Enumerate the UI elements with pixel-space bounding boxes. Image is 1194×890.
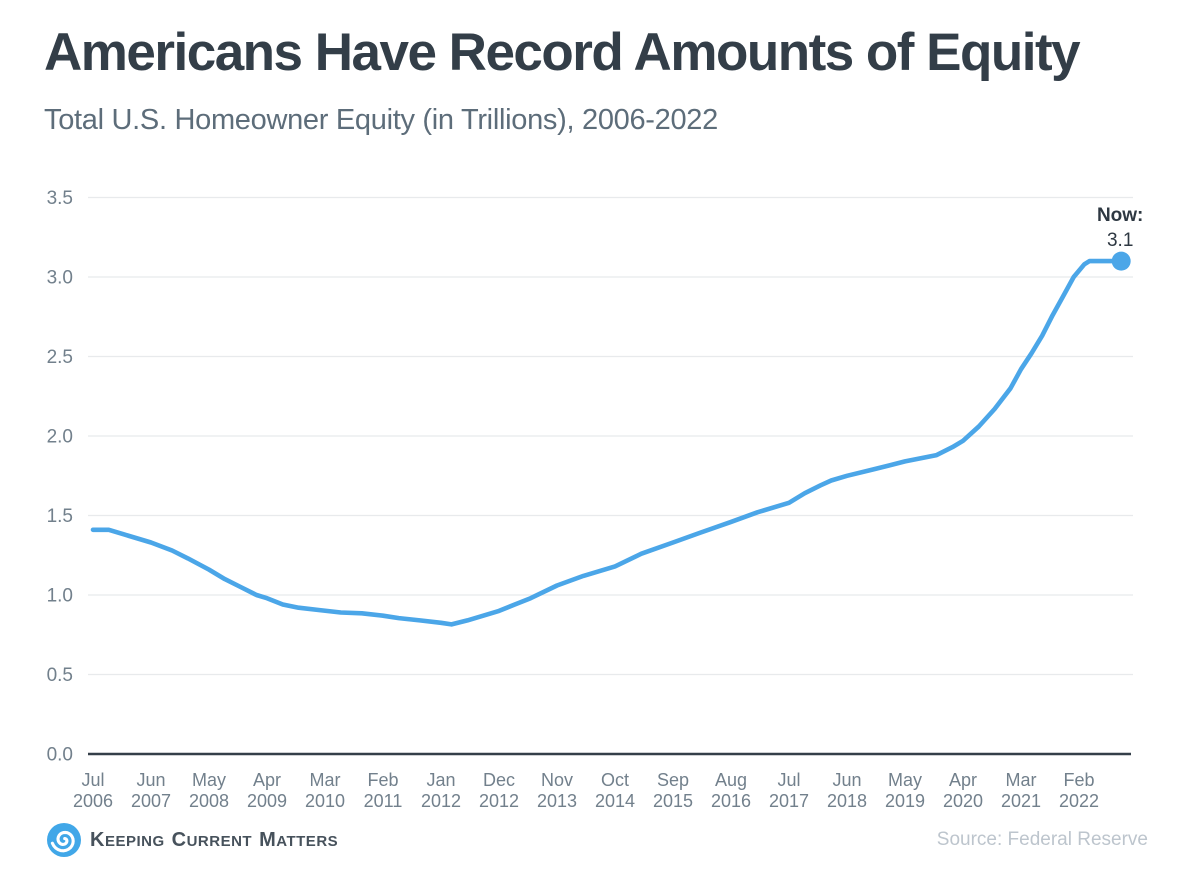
x-tick-year: 2011 — [364, 791, 403, 811]
brand-word: MATTERS — [259, 828, 339, 851]
y-axis-label: 3.0 — [47, 268, 73, 289]
swirl-path — [50, 830, 75, 853]
now-marker-dot — [1111, 251, 1131, 271]
x-tick-month: Feb — [1063, 770, 1094, 790]
x-tick-year: 2006 — [73, 791, 113, 811]
x-tick-month: Apr — [253, 770, 281, 790]
x-tick-month: May — [192, 770, 226, 790]
x-tick-month: Mar — [1006, 770, 1037, 790]
x-tick-month: Jul — [81, 770, 104, 790]
x-tick-year: 2009 — [247, 791, 287, 811]
x-tick-year: 2016 — [711, 791, 751, 811]
y-axis-label: 1.5 — [47, 506, 73, 527]
x-tick-month: Jan — [426, 770, 455, 790]
x-tick-year: 2020 — [943, 791, 983, 811]
x-tick-year: 2007 — [131, 791, 171, 811]
x-tick-year: 2014 — [595, 791, 635, 811]
now-annotation-label: Now: — [1097, 205, 1143, 226]
y-axis-label: 2.5 — [47, 347, 73, 368]
x-tick-month: Oct — [601, 770, 629, 790]
x-tick-year: 2022 — [1059, 791, 1099, 811]
x-tick-month: Aug — [715, 770, 747, 790]
x-tick-year: 2019 — [885, 791, 925, 811]
x-tick-month: Apr — [949, 770, 977, 790]
x-tick-month: Jul — [777, 770, 800, 790]
x-tick-year: 2015 — [653, 791, 693, 811]
x-tick-year: 2010 — [305, 791, 345, 811]
brand-wordmark: KEEPING CURRENT MATTERS — [90, 820, 345, 860]
y-axis-label: 2.0 — [47, 427, 73, 448]
x-tick-year: 2013 — [537, 791, 577, 811]
x-tick-year: 2012 — [479, 791, 519, 811]
x-tick-month: Jun — [832, 770, 861, 790]
x-tick-month: Feb — [367, 770, 398, 790]
now-annotation-value: 3.1 — [1107, 230, 1133, 251]
y-axis-label: 3.5 — [47, 188, 73, 209]
brand-word: CURRENT — [171, 828, 253, 851]
y-axis-label: 0.5 — [47, 665, 73, 686]
page-title: Americans Have Record Amounts of Equity — [44, 23, 1081, 82]
y-axis-label: 1.0 — [47, 586, 73, 607]
x-tick-month: Nov — [541, 770, 573, 790]
chart-footer: KEEPING CURRENT MATTERS Source: Federal Re… — [0, 820, 1194, 860]
page-subtitle: Total U.S. Homeowner Equity (in Trillion… — [44, 104, 718, 136]
x-tick-year: 2017 — [769, 791, 809, 811]
x-tick-year: 2008 — [189, 791, 229, 811]
x-tick-month: Jun — [136, 770, 165, 790]
x-tick-month: Sep — [657, 770, 689, 790]
y-axis-label: 0.0 — [47, 745, 73, 766]
x-tick-month: May — [888, 770, 922, 790]
x-tick-month: Mar — [310, 770, 341, 790]
equity-line — [90, 258, 1124, 627]
x-tick-year: 2021 — [1001, 791, 1041, 811]
x-tick-year: 2018 — [827, 791, 867, 811]
x-tick-month: Dec — [483, 770, 515, 790]
brand-word: KEEPING — [90, 828, 165, 851]
kcm-swirl-icon — [47, 823, 81, 857]
chart-header: Americans Have Record Amounts of Equity … — [44, 23, 1164, 137]
source-credit: Source: Federal Reserve — [936, 829, 1148, 850]
x-tick-year: 2012 — [421, 791, 461, 811]
